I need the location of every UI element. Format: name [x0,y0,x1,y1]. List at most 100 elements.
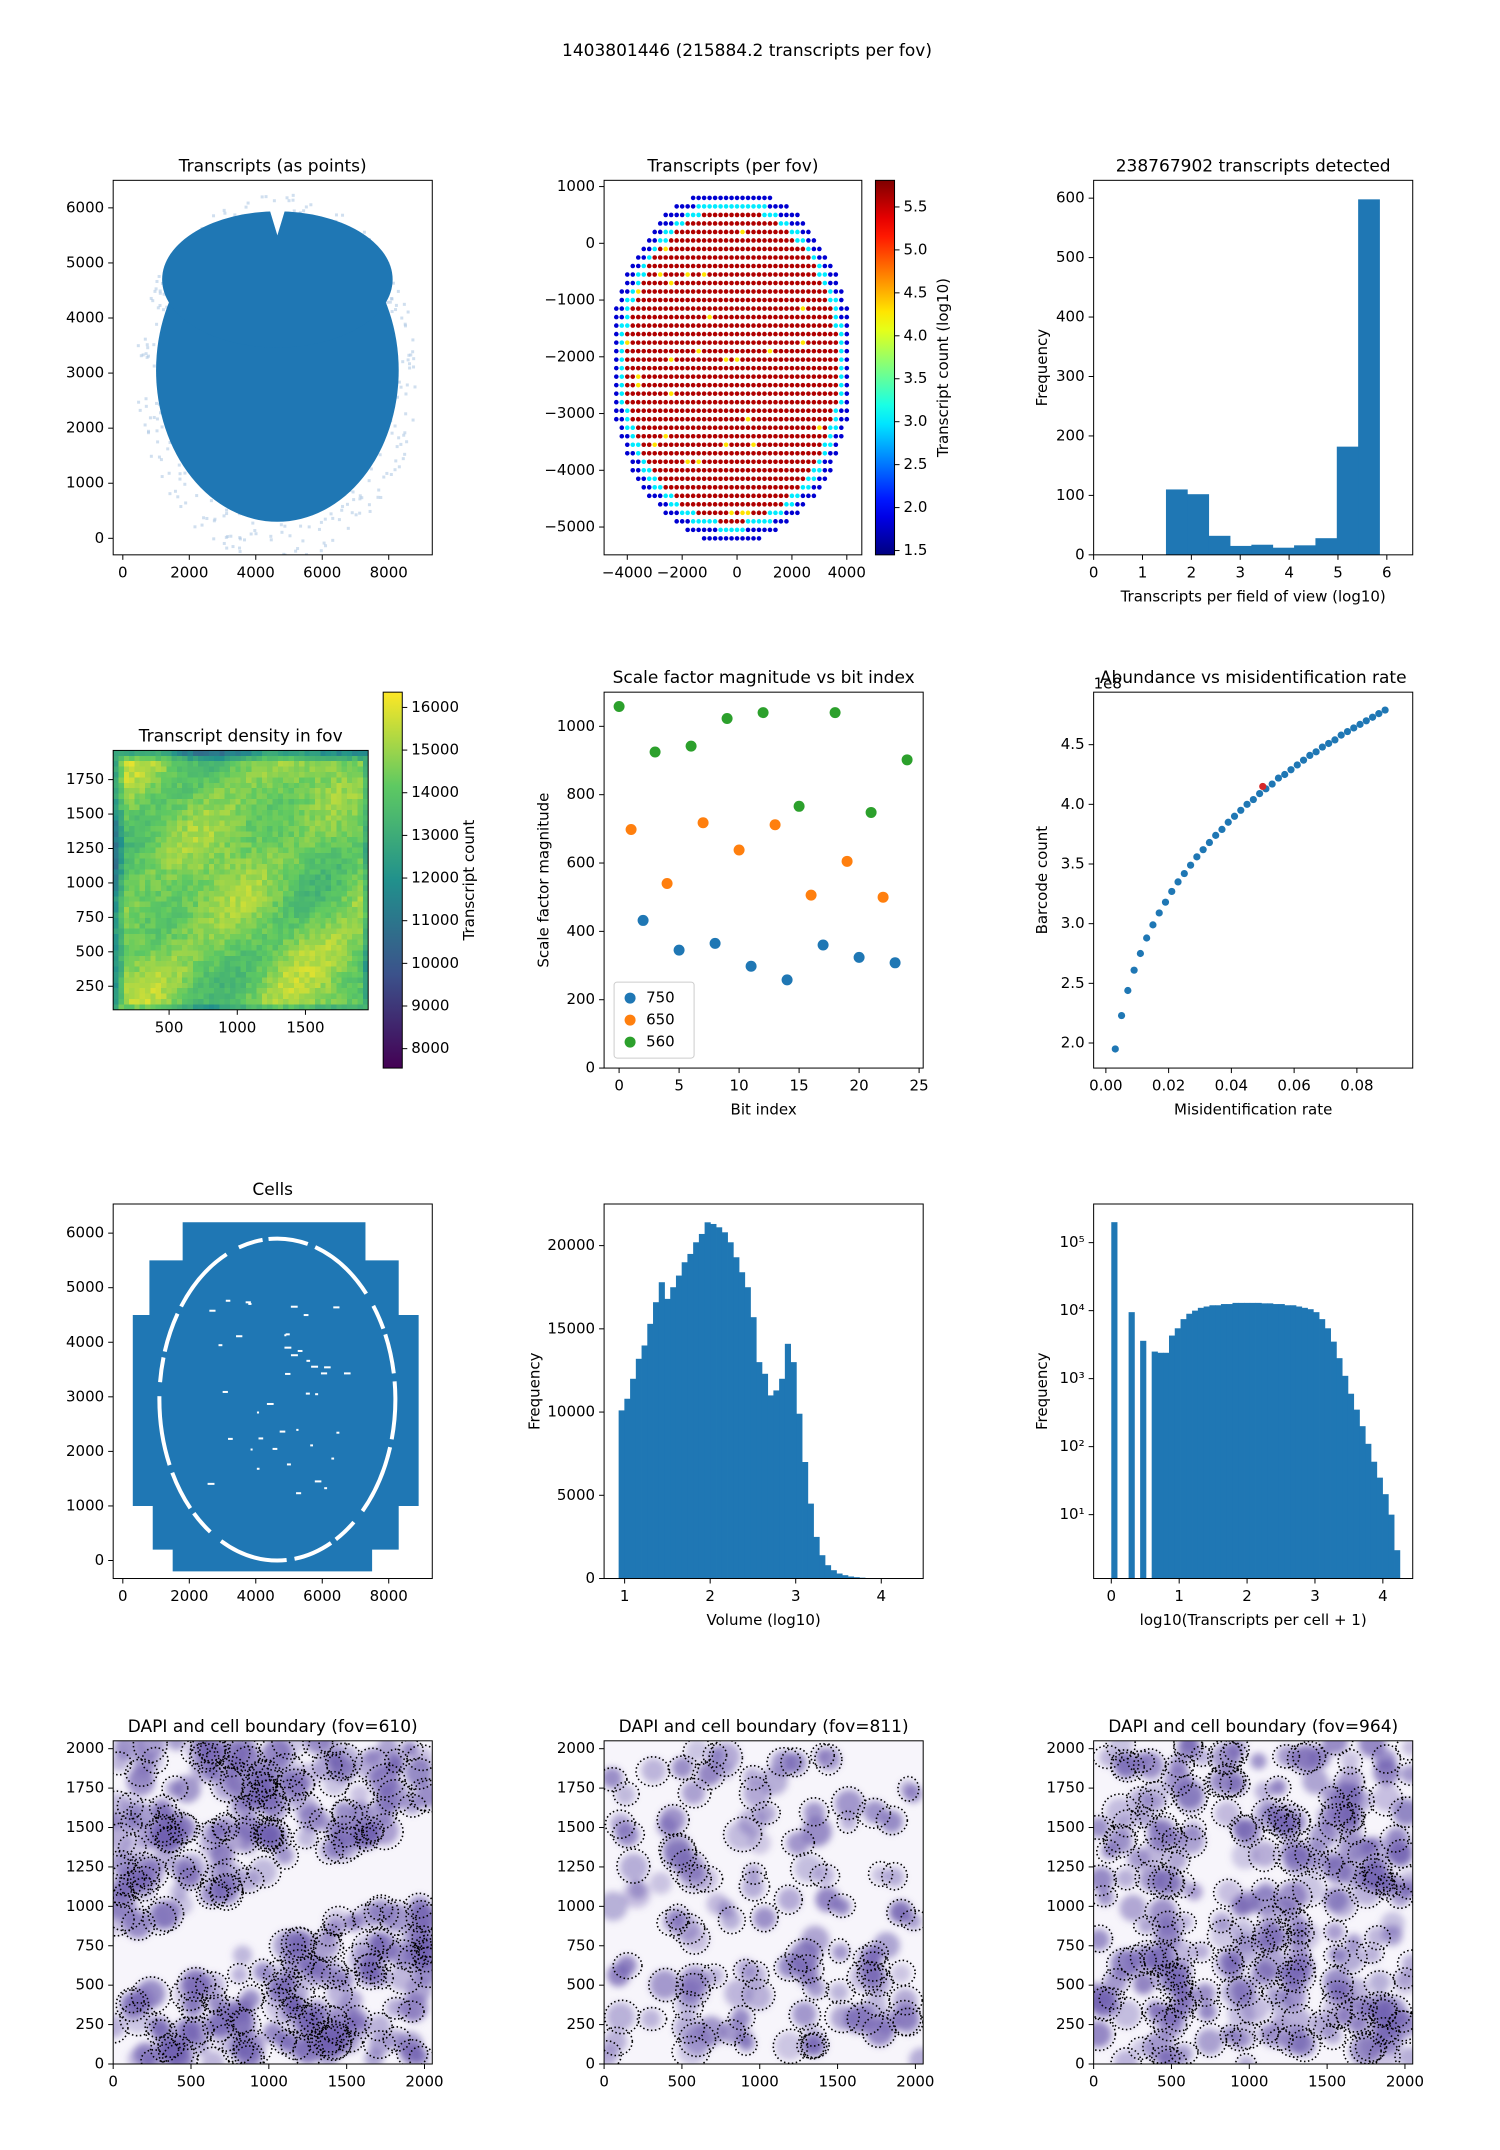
fov-dot [822,374,828,379]
density-cell [176,1004,183,1010]
density-cell [272,815,279,822]
density-cell [176,869,183,876]
fov-dot [723,229,729,235]
fov-dot [795,314,800,320]
density-cell [256,928,263,935]
density-cell [166,885,173,892]
density-cell [155,923,162,930]
density-cell [330,907,337,914]
density-cell [261,815,268,822]
density-cell [134,809,141,816]
fov-dot [674,416,679,422]
density-cell [230,955,236,962]
density-cell [261,782,268,789]
density-cell [155,804,162,811]
fov-dot [767,467,773,473]
density-cell [171,766,178,773]
density-cell [304,955,311,962]
density-cell [155,782,162,789]
density-cell [283,890,289,897]
density-cell [230,971,236,978]
density-cell [214,788,220,795]
fov-dot [723,365,729,371]
density-cell [341,977,348,984]
halo-point [402,302,406,306]
fov-dot [641,314,647,320]
density-cell [123,853,130,859]
point [1337,731,1345,739]
fov-dot [679,485,685,490]
fov-dot [652,297,658,303]
point [709,937,721,949]
density-cell [118,836,125,843]
density-cell [139,826,146,832]
fov-dot [701,340,707,345]
bar [1251,544,1274,555]
fov-dot [789,476,795,482]
density-cell [341,782,348,789]
fov-dot [811,467,817,473]
fov-dot [679,348,685,354]
fov-dot [723,442,729,448]
density-cell [113,831,119,838]
density-cell [288,788,295,795]
density-cell [171,836,178,843]
halo-point [246,201,250,205]
density-cell [219,847,226,854]
halo-point [296,547,300,551]
density-cell [283,971,289,978]
fov-dot [690,314,696,320]
halo-point [154,287,158,291]
density-cell [277,804,284,811]
fov-dot [641,323,647,328]
fov-dot [712,519,718,524]
fov-dot [729,255,734,260]
density-cell [304,961,311,968]
density-cell [145,988,151,995]
fov-dot [778,297,784,303]
fov-dot [614,374,619,379]
density-cell [325,901,332,908]
density-cell [160,982,167,989]
density-cell [293,874,300,881]
density-cell [325,923,332,930]
density-cell [320,923,327,930]
fov-dot [740,263,745,269]
fov-dot [767,433,773,439]
fov-dot [762,467,767,473]
density-cell [346,982,353,989]
density-cell [150,966,157,973]
fov-dot [712,382,718,388]
density-cell [330,955,337,962]
density-cell [187,923,194,930]
fov-dot [740,382,745,388]
fov-dot [828,408,833,414]
halo-point [165,305,169,309]
density-cell [182,772,189,778]
density-cell [330,804,337,811]
fov-dot [696,348,701,354]
density-cell [309,961,316,968]
fov-dot [668,238,674,243]
fov-dot [679,502,685,507]
fov-dot [696,263,701,269]
fov-dot [784,433,789,439]
density-cell [224,788,231,795]
density-cell [277,961,284,968]
density-cell [336,766,343,773]
density-cell [129,858,135,865]
density-cell [224,971,231,978]
density-cell [325,912,332,919]
fov-dot [778,357,784,362]
density-cell [182,934,189,941]
density-cell [293,869,300,876]
density-cell [150,934,157,941]
density-cell [182,880,189,887]
density-cell [176,809,183,816]
density-cell [315,928,321,935]
density-cell [235,955,242,962]
fov-dot [789,433,795,439]
fov-dot [734,536,740,541]
halo-point [280,530,284,534]
